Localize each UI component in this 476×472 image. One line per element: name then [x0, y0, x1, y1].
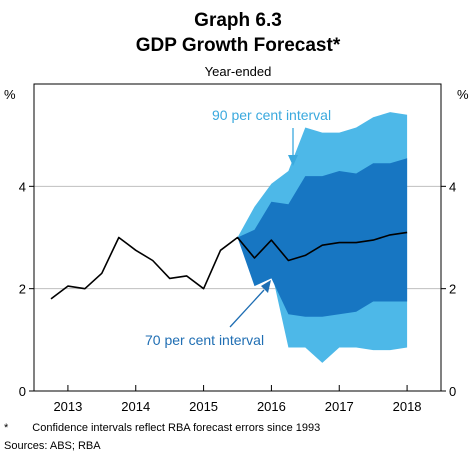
interval-70-area — [237, 158, 408, 317]
chart-title: Graph 6.3 — [194, 10, 282, 31]
y-axis-unit-left: % — [4, 87, 16, 102]
y-tick-label-left: 0 — [19, 384, 26, 399]
footnote-marker: * — [4, 422, 9, 434]
x-tick-labels: 2013 2014 2015 2016 2017 2018 — [53, 399, 421, 414]
y-tick-labels: 0 0 2 2 4 4 — [19, 179, 456, 399]
x-tick-label: 2018 — [393, 399, 422, 414]
plot-border — [33, 83, 442, 392]
x-tick-label: 2016 — [257, 399, 286, 414]
y-tick-label-left: 2 — [19, 282, 26, 297]
annotation-70-label: 70 per cent interval — [145, 332, 264, 348]
x-tick-label: 2013 — [53, 399, 82, 414]
x-tick-label: 2017 — [325, 399, 354, 414]
y-tick-label-right: 2 — [449, 282, 456, 297]
annotation-70-arrow — [229, 289, 265, 328]
footnote: * Confidence intervals reflect RBA foreca… — [4, 422, 320, 434]
x-tick-label: 2015 — [189, 399, 218, 414]
gdp-growth-line — [50, 231, 408, 300]
annotation-70: 70 per cent interval — [145, 280, 271, 348]
annotation-90-label: 90 per cent interval — [212, 107, 331, 123]
interval-70-band — [237, 158, 408, 317]
annotation-90-arrowhead — [288, 155, 298, 166]
annotation-90: 90 per cent interval — [212, 107, 331, 166]
x-tick-label: 2014 — [121, 399, 150, 414]
plot-frame — [29, 83, 446, 392]
sources: Sources: ABS; RBA — [4, 440, 101, 452]
chart-caption: Year-ended — [205, 64, 272, 79]
y-tick-label-right: 0 — [449, 384, 456, 399]
chart-subtitle: GDP Growth Forecast* — [136, 35, 341, 56]
series-line — [50, 231, 408, 300]
y-tick-label-right: 4 — [449, 179, 456, 194]
y-tick-label-left: 4 — [19, 179, 26, 194]
footnote-text: Confidence intervals reflect RBA forecas… — [32, 422, 321, 434]
y-axis-unit-right: % — [457, 87, 469, 102]
annotation-70-arrowhead — [261, 280, 271, 293]
